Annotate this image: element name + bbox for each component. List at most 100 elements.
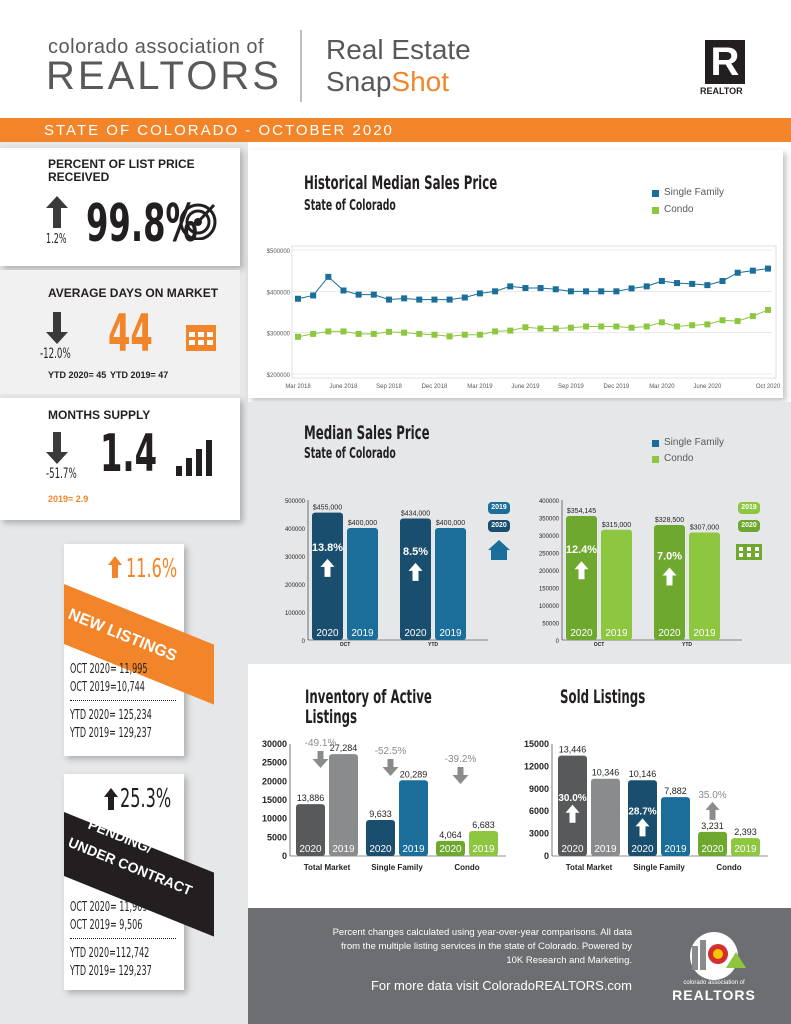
bar-value-label: $400,000	[348, 520, 377, 527]
y-tick-label: 0	[544, 851, 549, 861]
legend-condo-label: Condo	[664, 204, 694, 215]
y-tick-label: 6000	[529, 806, 549, 816]
bar-value-label: 13,446	[559, 745, 587, 755]
single-family-point	[416, 296, 423, 303]
condo-point	[522, 324, 529, 331]
building-icon	[736, 544, 762, 560]
badge-2019-condo: 2019	[738, 502, 760, 514]
down-arrow-icon	[46, 432, 68, 464]
condo-point	[431, 331, 438, 338]
bar-value-label: 7,882	[664, 786, 687, 796]
single-family-point	[310, 292, 317, 299]
bar-2019	[731, 838, 760, 856]
single-family-point	[552, 286, 559, 293]
y-tick-label: 10000	[262, 814, 287, 824]
bar-2020	[296, 804, 325, 856]
y-tick-label: 5000	[267, 832, 287, 842]
condo-point	[370, 330, 377, 337]
category-label: Condo	[716, 863, 741, 872]
change-label: 13.8%	[312, 542, 343, 554]
condo-point	[598, 323, 605, 330]
x-tick-label: June 2018	[329, 384, 358, 390]
bar-value-label: $328,500	[655, 517, 684, 524]
divider	[70, 700, 176, 701]
bar-year-label: 2019	[693, 628, 716, 639]
msp-title: Median Sales Price	[304, 422, 430, 444]
up-arrow-icon	[635, 818, 650, 837]
condo-point	[476, 331, 483, 338]
bar-value-label: 3,231	[701, 821, 724, 831]
condo-point	[507, 327, 514, 334]
condo-point	[765, 306, 771, 313]
bar-2019	[689, 532, 720, 640]
y-tick-label: $300000	[267, 332, 291, 338]
bar-value-label: 6,683	[472, 820, 495, 830]
category-label: Single Family	[633, 863, 685, 872]
condo-point	[325, 328, 332, 335]
single-family-point	[628, 285, 635, 292]
divider	[70, 938, 176, 939]
supply-label: MONTHS SUPPLY	[48, 408, 151, 422]
single-family-point	[749, 267, 756, 274]
legend-sf-label: Single Family	[664, 187, 725, 198]
bar-year-label: 2019	[734, 844, 757, 855]
single-family-point	[461, 294, 468, 301]
up-arrow-icon	[662, 567, 677, 586]
pending-oct2019: OCT 2019= 9,506	[70, 918, 143, 933]
y-tick-label: 300000	[285, 555, 306, 561]
y-tick-label: 150000	[539, 587, 560, 593]
y-tick-label: 250000	[539, 552, 560, 558]
category-label: OCT	[594, 642, 605, 648]
down-arrow-icon	[452, 767, 469, 784]
new-listings-ytd2019: YTD 2019= 129,237	[70, 726, 152, 741]
bar-year-label: 2020	[570, 628, 593, 639]
badge-2020-sf: 2020	[488, 520, 510, 532]
single-family-point	[385, 296, 392, 303]
header-title-line1: Real Estate	[326, 34, 471, 65]
single-family-point	[734, 269, 741, 276]
realtor-logo-icon: R	[705, 40, 745, 84]
y-tick-label: $200000	[267, 373, 291, 379]
single-family-point	[295, 295, 301, 302]
condo-point	[355, 330, 362, 337]
up-arrow-icon	[565, 804, 580, 823]
title-snap: Snap	[326, 66, 392, 97]
legend-condo-label: Condo	[664, 453, 694, 464]
y-tick-label: 9000	[529, 784, 549, 794]
legend-condo-swatch	[652, 207, 659, 214]
single-family-point	[537, 285, 544, 292]
bar-2020	[436, 840, 465, 856]
header-divider	[300, 30, 302, 102]
condo-point	[583, 323, 590, 330]
x-tick-label: June 2019	[511, 384, 540, 390]
bar-year-label: 2020	[631, 844, 654, 855]
pending-oct2020: OCT 2020= 11,909	[70, 900, 148, 915]
x-tick-label: Mar 2020	[649, 384, 675, 390]
footer-link[interactable]: For more data visit ColoradoREALTORS.com	[370, 978, 632, 993]
y-tick-label: 100000	[285, 611, 306, 617]
new-listings-oct2019: OCT 2019=10,744	[70, 680, 145, 695]
condo-point	[461, 331, 468, 338]
single-family-point	[704, 282, 711, 289]
y-tick-label: 12000	[524, 761, 549, 771]
change-label: 28.7%	[628, 806, 656, 817]
x-tick-label: Dec 2019	[604, 384, 630, 390]
pct-list-value: 99.8%	[86, 194, 198, 254]
x-tick-label: Mar 2019	[467, 384, 493, 390]
single-family-point	[522, 285, 529, 292]
bar-year-label: 2020	[369, 844, 392, 855]
condo-point	[658, 319, 665, 326]
x-tick-label: Sep 2018	[376, 384, 402, 390]
footer-note-line2: from the multiple listing services in th…	[341, 941, 632, 952]
bar-value-label: $434,000	[401, 510, 430, 517]
change-label: 12.4%	[566, 544, 597, 556]
single-family-point	[643, 283, 650, 290]
single-family-point	[507, 283, 514, 290]
bar-2019	[591, 778, 620, 856]
category-label: YTD	[682, 642, 692, 648]
condo-point	[628, 324, 635, 331]
bar-value-label: 9,633	[369, 809, 392, 819]
y-tick-label: 0	[556, 639, 560, 645]
condo-point	[643, 323, 650, 330]
